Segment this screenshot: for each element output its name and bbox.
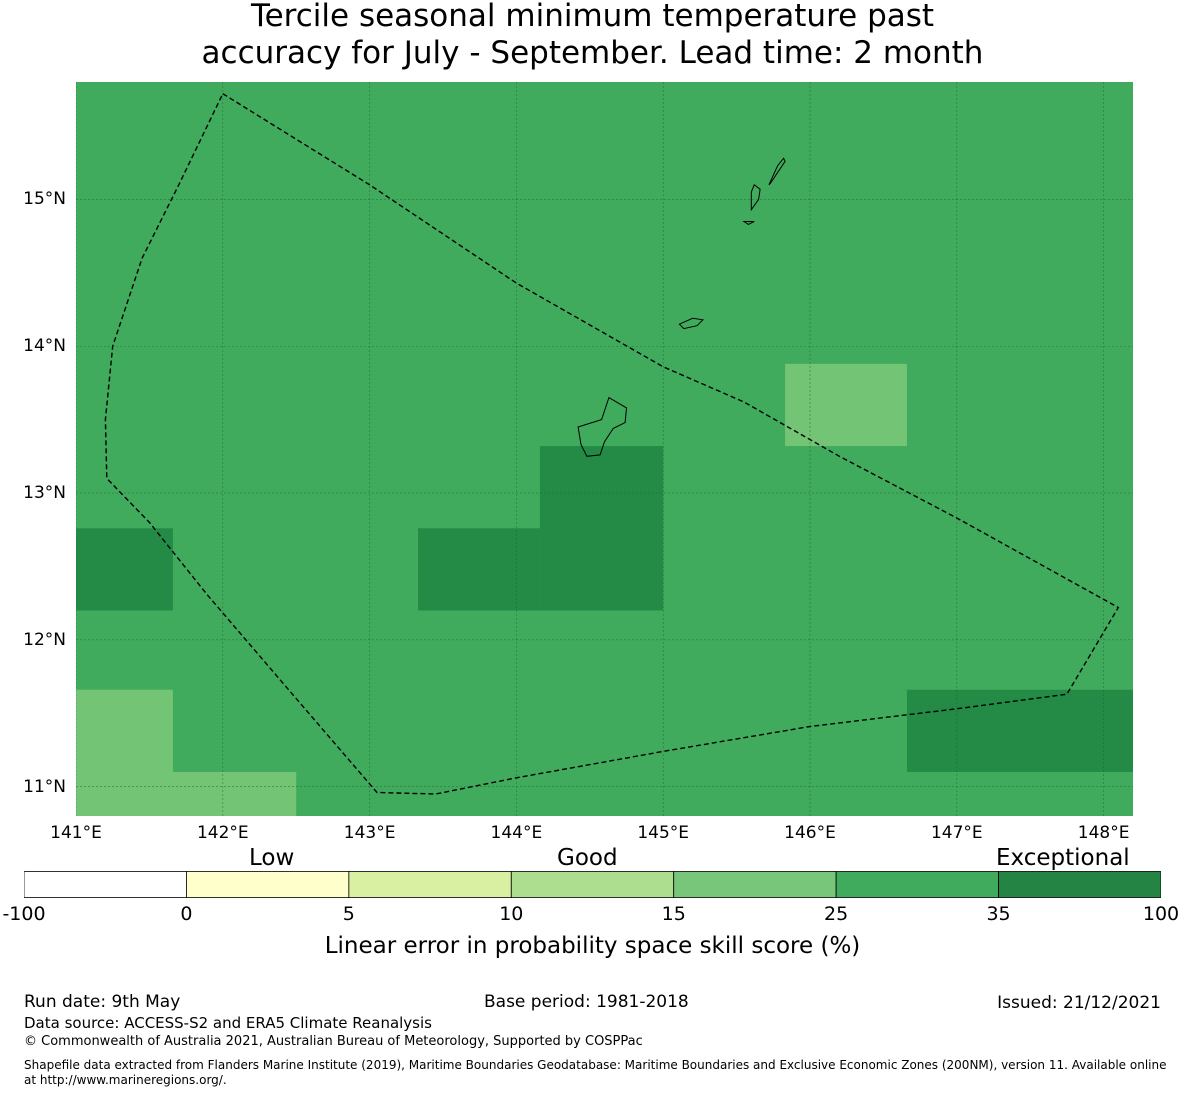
colorbar-tick-label: 10 [499, 903, 524, 925]
y-tick-label: 15°N [23, 189, 66, 210]
chart-title-line-1: Tercile seasonal minimum temperature pas… [250, 0, 935, 34]
x-tick-label: 148°E [1077, 823, 1130, 843]
issued-date: Issued: 21/12/2021 [997, 993, 1161, 1013]
shapefile-credit-line-2: at http://www.marineregions.org/. [24, 1073, 227, 1087]
legend-category-low: Low [249, 845, 295, 871]
island-coastline [750, 184, 761, 212]
skill-cell [76, 771, 297, 816]
colorbar-tick-label: 100 [1142, 903, 1180, 925]
x-tick-label: 143°E [343, 823, 396, 843]
base-period: Base period: 1981-2018 [484, 992, 689, 1012]
run-date: Run date: 9th May [24, 992, 181, 1012]
colorbar-segment [835, 871, 999, 898]
shapefile-credit-line-1: Shapefile data extracted from Flanders M… [24, 1058, 1167, 1072]
colorbar-tick-label: 15 [661, 903, 686, 925]
colorbar-segment [348, 871, 512, 898]
island-coastline [678, 317, 704, 330]
copyright: © Commonwealth of Australia 2021, Austra… [24, 1034, 643, 1049]
colorbar-segment [673, 871, 837, 898]
colorbar-label: Linear error in probability space skill … [324, 933, 861, 959]
x-tick-label: 144°E [490, 823, 543, 843]
island-coastline [742, 221, 755, 225]
colorbar-segment [186, 871, 350, 898]
y-tick-label: 14°N [23, 336, 66, 357]
legend-category-exceptional: Exceptional [996, 845, 1130, 871]
skill-cell [76, 689, 173, 772]
y-tick-label: 13°N [23, 483, 66, 504]
colorbar-tick-label: 35 [986, 903, 1011, 925]
map-plot [76, 82, 1133, 816]
colorbar-tick-label: 25 [824, 903, 849, 925]
x-tick-label: 146°E [784, 823, 836, 843]
y-tick-label: 12°N [23, 629, 66, 650]
skill-cell [76, 528, 173, 611]
colorbar-segment [998, 871, 1161, 898]
y-tick-label: 11°N [23, 776, 66, 797]
x-tick-label: 141°E [50, 823, 102, 843]
island-coastline [577, 396, 628, 457]
colorbar-segment [24, 871, 187, 898]
skill-cell [906, 689, 1133, 772]
colorbar-tick-label: 0 [180, 903, 193, 925]
colorbar-tick-label: 5 [342, 903, 355, 925]
chart-title-line-2: accuracy for July - September. Lead time… [201, 35, 984, 71]
x-tick-label: 145°E [637, 823, 690, 843]
skill-cell [418, 528, 540, 611]
legend-category-good: Good [557, 845, 618, 871]
skill-cell [785, 363, 907, 447]
colorbar-segment [510, 871, 675, 898]
x-tick-label: 142°E [196, 823, 249, 843]
colorbar [24, 871, 1161, 898]
island-coastline [768, 157, 786, 186]
eez-boundary [104, 93, 1120, 795]
x-tick-label: 147°E [930, 823, 983, 843]
colorbar-tick-label: -100 [2, 903, 46, 925]
skill-cell [539, 446, 664, 611]
data-source: Data source: ACCESS-S2 and ERA5 Climate … [24, 1014, 432, 1032]
